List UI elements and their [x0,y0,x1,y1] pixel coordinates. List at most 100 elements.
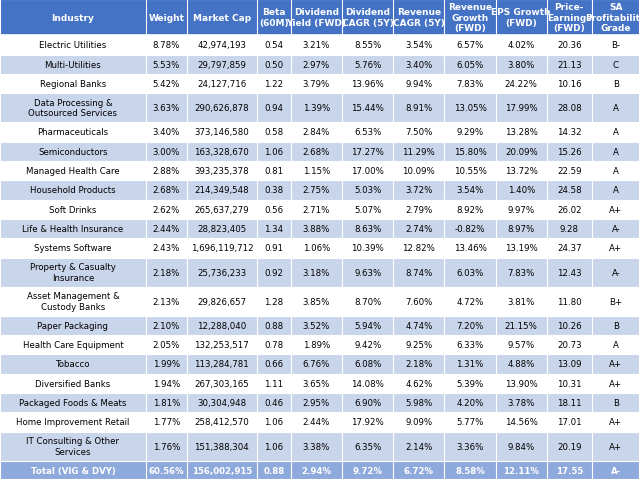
Text: 2.94%: 2.94% [301,466,332,475]
Text: 20.19: 20.19 [557,442,582,451]
Text: Life & Health Insurance: Life & Health Insurance [22,225,124,234]
Text: 22.59: 22.59 [557,167,582,176]
Text: 12.43: 12.43 [557,268,582,277]
Text: 393,235,378: 393,235,378 [195,167,249,176]
Text: Tobacco: Tobacco [56,360,90,369]
Bar [0,181,640,200]
Text: 1.40%: 1.40% [508,186,535,195]
Text: 12,288,040: 12,288,040 [197,321,246,330]
Text: 2.84%: 2.84% [303,128,330,137]
Text: 3.54%: 3.54% [405,41,433,50]
Text: 3.78%: 3.78% [508,398,535,408]
Text: Pharmaceuticals: Pharmaceuticals [37,128,108,137]
Text: 13.90%: 13.90% [505,379,538,388]
Text: 6.03%: 6.03% [456,268,484,277]
Text: A+: A+ [609,360,622,369]
Text: Household Products: Household Products [30,186,116,195]
Text: 1.15%: 1.15% [303,167,330,176]
Text: 28,823,405: 28,823,405 [197,225,246,234]
Text: 3.00%: 3.00% [153,147,180,156]
Text: 0.66: 0.66 [264,360,284,369]
Text: 13.28%: 13.28% [505,128,538,137]
Text: 113,284,781: 113,284,781 [195,360,249,369]
Text: 9.97%: 9.97% [508,205,535,215]
Text: 5.39%: 5.39% [456,379,484,388]
Text: 24.37: 24.37 [557,244,582,253]
Text: Asset Management &
Custody Banks: Asset Management & Custody Banks [26,292,119,311]
Text: 12.11%: 12.11% [503,466,539,475]
Text: Price-
Earnings
(FWD): Price- Earnings (FWD) [547,3,591,33]
Text: 11.29%: 11.29% [403,147,435,156]
Text: A+: A+ [609,205,622,215]
Text: Packaged Foods & Meats: Packaged Foods & Meats [19,398,127,408]
Text: Regional Banks: Regional Banks [40,80,106,89]
Text: 7.50%: 7.50% [405,128,433,137]
Bar [0,355,640,374]
Text: Data Processing &
Outsourced Services: Data Processing & Outsourced Services [28,99,117,118]
Text: 10.31: 10.31 [557,379,582,388]
Bar [0,335,640,355]
Text: 5.03%: 5.03% [354,186,381,195]
Text: A+: A+ [609,379,622,388]
Text: 7.83%: 7.83% [508,268,535,277]
Text: 1.28: 1.28 [264,297,284,306]
Text: 13.19%: 13.19% [505,244,538,253]
Text: 3.38%: 3.38% [303,442,330,451]
Text: Semiconductors: Semiconductors [38,147,108,156]
Text: A: A [613,104,619,113]
Text: 258,412,570: 258,412,570 [195,418,249,427]
Text: 24,127,716: 24,127,716 [197,80,246,89]
Text: 132,253,517: 132,253,517 [195,340,249,349]
Text: Dividend
Yield (FWD): Dividend Yield (FWD) [287,9,346,28]
Bar [0,142,640,162]
Text: Total (VIG & DVY): Total (VIG & DVY) [31,466,115,475]
Text: A: A [613,186,619,195]
Text: 2.18%: 2.18% [405,360,433,369]
Text: 1.06%: 1.06% [303,244,330,253]
Bar [0,75,640,94]
Text: 9.29%: 9.29% [456,128,484,137]
Text: 3.80%: 3.80% [508,60,535,70]
Text: 2.05%: 2.05% [153,340,180,349]
Text: 6.35%: 6.35% [354,442,381,451]
Bar [0,374,640,393]
Text: 4.62%: 4.62% [405,379,433,388]
Text: 6.76%: 6.76% [303,360,330,369]
Text: 9.09%: 9.09% [405,418,433,427]
Text: 13.96%: 13.96% [351,80,384,89]
Text: 11.80: 11.80 [557,297,582,306]
Text: 373,146,580: 373,146,580 [195,128,249,137]
Text: 3.18%: 3.18% [303,268,330,277]
Text: 8.70%: 8.70% [354,297,381,306]
Text: 17.55: 17.55 [556,466,583,475]
Text: A: A [613,340,619,349]
Text: 1.34: 1.34 [264,225,284,234]
Text: 0.91: 0.91 [264,244,284,253]
Text: 151,388,304: 151,388,304 [195,442,249,451]
Text: 2.79%: 2.79% [405,205,433,215]
Text: 3.36%: 3.36% [456,442,484,451]
Text: 0.46: 0.46 [264,398,284,408]
Text: 6.57%: 6.57% [456,41,484,50]
Text: 2.97%: 2.97% [303,60,330,70]
Bar [0,162,640,181]
Text: Systems Software: Systems Software [34,244,111,253]
Text: Diversified Banks: Diversified Banks [35,379,111,388]
Text: Revenue
CAGR (5Y): Revenue CAGR (5Y) [393,9,445,28]
Bar [0,123,640,142]
Text: 3.40%: 3.40% [405,60,433,70]
Bar [0,393,640,412]
Text: 12.82%: 12.82% [403,244,435,253]
Text: 2.43%: 2.43% [153,244,180,253]
Bar [0,0,640,36]
Text: Home Improvement Retail: Home Improvement Retail [16,418,129,427]
Text: Electric Utilities: Electric Utilities [39,41,106,50]
Text: 4.20%: 4.20% [456,398,484,408]
Text: 42,974,193: 42,974,193 [197,41,246,50]
Text: Managed Health Care: Managed Health Care [26,167,120,176]
Text: 6.08%: 6.08% [354,360,381,369]
Text: 4.74%: 4.74% [405,321,433,330]
Text: 2.68%: 2.68% [153,186,180,195]
Text: 1.94%: 1.94% [153,379,180,388]
Text: 3.88%: 3.88% [303,225,330,234]
